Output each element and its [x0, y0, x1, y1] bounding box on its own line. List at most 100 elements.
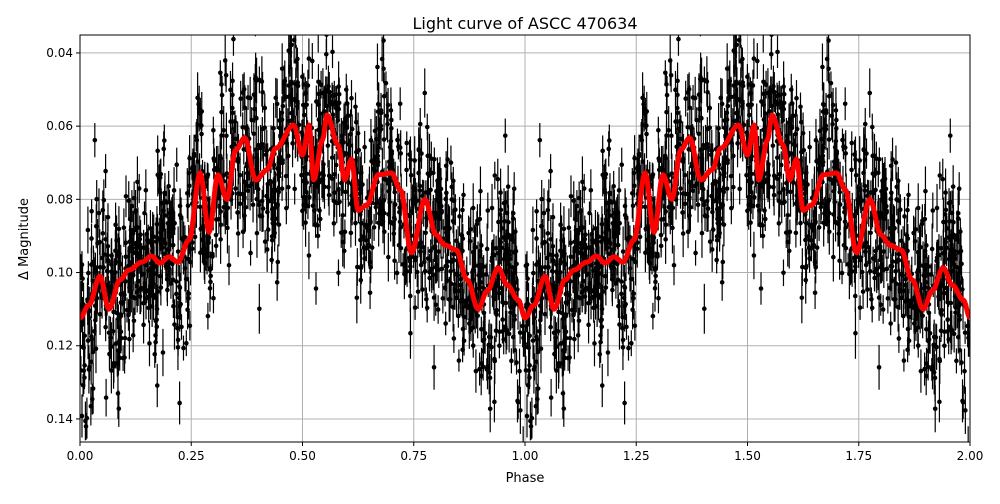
point-marker	[314, 286, 319, 291]
point-marker	[492, 253, 497, 258]
point-marker	[241, 147, 246, 152]
point-marker	[511, 335, 516, 340]
data-point	[503, 119, 508, 153]
point-marker	[416, 147, 421, 152]
point-marker	[185, 191, 190, 196]
point-marker	[562, 227, 567, 232]
data-point	[324, 9, 329, 37]
point-marker	[181, 346, 186, 351]
point-marker	[408, 294, 413, 299]
point-marker	[271, 188, 276, 193]
point-marker	[478, 189, 483, 194]
data-point	[93, 123, 98, 157]
point-marker	[576, 333, 581, 338]
point-marker	[354, 120, 359, 125]
point-marker	[286, 48, 291, 53]
data-point	[306, 3, 311, 34]
point-marker	[389, 108, 394, 113]
point-marker	[199, 132, 204, 137]
point-marker	[491, 294, 496, 299]
data-point	[395, 262, 400, 284]
point-marker	[277, 222, 282, 227]
data-point	[362, 131, 367, 163]
data-point	[223, 35, 228, 86]
point-marker	[150, 234, 155, 239]
data-point	[224, 58, 229, 92]
point-marker	[179, 216, 184, 221]
point-marker	[397, 243, 402, 248]
point-marker	[374, 137, 379, 142]
point-marker	[172, 188, 177, 193]
point-marker	[396, 144, 401, 149]
point-marker	[317, 208, 322, 213]
data-point	[89, 199, 94, 223]
point-marker	[197, 106, 202, 111]
point-marker	[482, 337, 487, 342]
point-marker	[720, 260, 725, 265]
point-marker	[492, 359, 497, 364]
point-marker	[343, 230, 348, 235]
point-marker	[280, 66, 285, 71]
data-point	[897, 324, 902, 353]
data-point	[112, 444, 117, 485]
data-point	[497, 333, 502, 358]
point-marker	[94, 197, 99, 202]
point-marker	[358, 238, 363, 243]
data-point	[349, 80, 354, 116]
point-marker	[457, 358, 462, 363]
point-marker	[97, 240, 102, 245]
point-marker	[192, 154, 197, 159]
data-point	[474, 349, 479, 392]
point-marker	[292, 38, 297, 43]
data-point	[177, 381, 182, 424]
point-marker	[445, 259, 450, 264]
point-marker	[284, 174, 289, 179]
point-marker	[412, 158, 417, 163]
point-marker	[413, 195, 418, 200]
point-marker	[433, 244, 438, 249]
point-marker	[89, 236, 94, 241]
point-marker	[479, 280, 484, 285]
point-marker	[416, 289, 421, 294]
point-marker	[289, 43, 294, 48]
point-marker	[405, 269, 410, 274]
point-marker	[384, 81, 389, 86]
data-point	[432, 345, 437, 390]
data-point	[629, 330, 634, 356]
data-point	[408, 308, 413, 359]
point-marker	[221, 128, 226, 133]
data-point	[116, 391, 121, 427]
data-point	[280, 176, 285, 201]
point-marker	[149, 273, 154, 278]
data-point	[316, 5, 321, 53]
point-marker	[260, 199, 265, 204]
point-marker	[303, 177, 308, 182]
point-marker	[116, 254, 121, 259]
point-marker	[316, 234, 321, 239]
point-marker	[382, 137, 387, 142]
point-marker	[102, 198, 107, 203]
point-marker	[177, 401, 182, 406]
data-point	[161, 329, 166, 376]
point-marker	[263, 239, 268, 244]
data-point	[957, 172, 962, 205]
point-marker	[176, 345, 181, 350]
point-marker	[336, 107, 341, 112]
point-marker	[418, 122, 423, 127]
point-marker	[277, 118, 282, 123]
point-marker	[421, 245, 426, 250]
data-point	[257, 284, 262, 334]
point-marker	[137, 186, 142, 191]
point-marker	[515, 399, 520, 404]
point-marker	[181, 235, 186, 240]
point-marker	[126, 198, 131, 203]
point-marker	[84, 424, 89, 429]
point-marker	[251, 202, 256, 207]
point-marker	[116, 406, 121, 411]
point-marker	[508, 310, 513, 315]
data-point	[353, 93, 358, 121]
point-marker	[358, 278, 363, 283]
data-point	[253, 1, 258, 36]
point-marker	[386, 255, 391, 260]
point-marker	[342, 249, 347, 254]
